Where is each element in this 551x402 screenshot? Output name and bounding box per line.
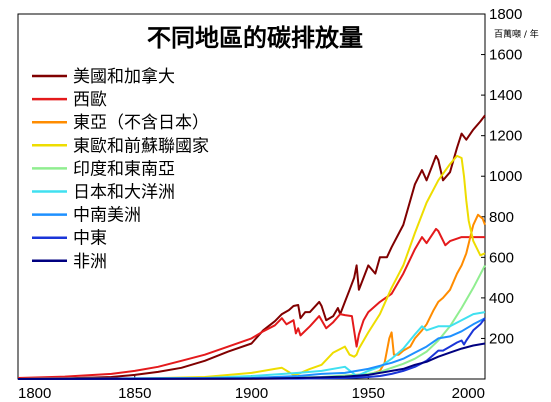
y-tick-label: 200 — [489, 330, 514, 347]
series-line-1 — [17, 114, 486, 380]
y-tick-label: 800 — [489, 209, 514, 226]
y-tick-label: 400 — [489, 290, 514, 307]
y-tick-label: 600 — [489, 249, 514, 266]
chart-title: 不同地區的碳排放量 — [147, 24, 363, 52]
y-tick-label: 1200 — [489, 128, 522, 145]
series-line-4 — [17, 154, 486, 380]
x-tick-label: 2000 — [452, 385, 485, 402]
x-tick-label: 1850 — [118, 385, 151, 402]
series-line-5 — [17, 264, 486, 380]
x-tick-label: 1800 — [18, 385, 51, 402]
x-tick-label: 1900 — [235, 385, 268, 402]
y-tick-label: 1400 — [489, 87, 522, 104]
legend-label: 中南美洲 — [73, 206, 141, 226]
series-line-6 — [17, 311, 486, 380]
series-lines — [17, 114, 486, 380]
series-line-7 — [17, 317, 486, 380]
x-axis: 1800 1850 1900 1950 2000 — [17, 375, 486, 402]
series-line-2 — [17, 227, 485, 379]
legend-label: 西歐 — [73, 90, 107, 110]
legend-label: 東歐和前蘇聯國家 — [73, 136, 209, 156]
legend-label: 非洲 — [73, 252, 107, 272]
y-tick-label: 1000 — [489, 168, 522, 185]
series-line-9 — [17, 342, 486, 380]
y-tick-label: 1600 — [489, 47, 522, 64]
y-tick-label: 1800 — [489, 6, 522, 23]
legend-label: 中東 — [73, 229, 107, 249]
series-line-8 — [17, 317, 486, 380]
legend-label: 印度和東南亞 — [73, 159, 175, 179]
y-axis-unit-label: 百萬噸 / 年 — [494, 28, 539, 40]
legend-label: 美國和加拿大 — [73, 66, 175, 87]
legend-label: 日本和大洋洲 — [73, 183, 175, 203]
x-tick-label: 1950 — [352, 385, 385, 402]
legend-label: 東亞（不含日本） — [73, 113, 209, 133]
y-axis: 200 400 600 800 1000 1200 1400 1600 1800 — [481, 6, 522, 347]
